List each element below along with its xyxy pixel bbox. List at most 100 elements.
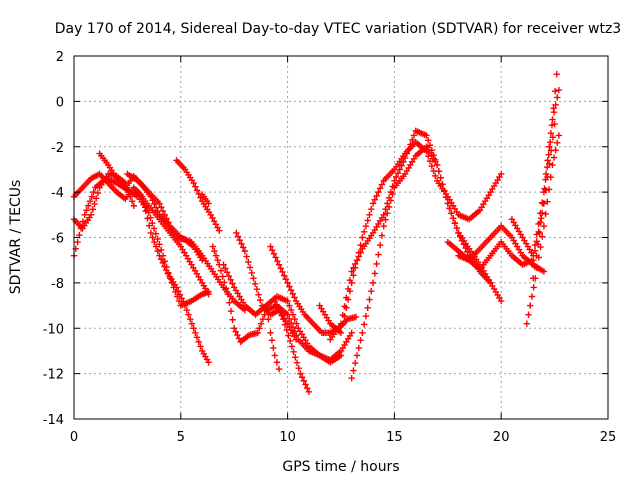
data-point [183,306,190,314]
data-point [128,198,136,205]
data-point [193,187,201,194]
data-point [426,157,434,165]
data-point [256,325,263,332]
data-point [229,280,236,287]
data-point [380,211,387,219]
data-point [357,337,364,344]
data-point [205,291,212,298]
data-point [382,205,389,213]
data-point [396,166,403,173]
data-point [552,146,559,154]
data-point [165,219,172,226]
data-point [530,284,537,291]
data-point [352,260,359,268]
data-point [150,225,158,232]
data-point [554,139,561,146]
data-point [192,183,199,190]
data-point [271,352,278,359]
data-point [209,243,217,250]
data-point [233,229,240,237]
data-point [380,222,387,230]
data-point [282,276,290,283]
data-point [87,211,95,219]
data-point [151,238,158,246]
data-point [88,193,95,200]
data-point [369,279,377,287]
data-point [280,272,288,279]
data-point [555,86,563,94]
data-point [159,259,167,267]
data-point [79,218,87,225]
y-tick-label: -4 [51,186,64,201]
data-point [401,154,409,162]
data-point [286,302,293,309]
data-point [357,249,364,256]
data-point [276,308,284,316]
data-point [173,284,180,291]
data-point [286,283,293,290]
data-point [278,312,285,319]
data-point [257,320,265,327]
y-tick-label: -2 [51,141,64,156]
x-tick-label: 20 [493,430,510,445]
data-point [540,222,548,230]
data-point [222,265,229,272]
data-point [229,316,236,323]
data-point [348,329,355,336]
data-point [245,258,252,266]
data-point [355,253,362,260]
data-points [70,70,563,395]
data-point [343,294,350,301]
x-tick-label: 15 [386,430,403,445]
data-point [293,320,300,327]
data-point [286,337,294,345]
y-tick-label: -8 [51,277,64,292]
data-point [290,348,297,356]
data-point [549,116,556,123]
data-point [391,177,398,184]
data-point [409,136,416,144]
data-point [362,312,370,320]
data-point [364,304,371,312]
data-point [348,268,355,275]
data-point [430,167,437,175]
data-point [544,157,551,164]
data-point [217,267,225,274]
data-point [265,315,272,323]
data-point [364,217,371,224]
data-series [70,170,138,232]
x-tick-label: 0 [70,430,78,445]
data-point [243,253,250,260]
data-point [161,211,168,219]
data-point [530,275,537,282]
data-point [144,215,151,222]
data-point [279,268,286,276]
data-point [362,222,370,230]
data-point [255,291,262,298]
data-point [359,234,366,241]
data-point [248,269,255,277]
data-point [551,87,559,95]
data-point [241,247,249,255]
data-point [274,257,281,265]
data-point [147,229,155,237]
data-point [410,132,418,139]
data-series [348,143,505,382]
data-point [188,320,196,327]
data-point [375,188,382,196]
data-point [548,121,556,129]
data-point [195,338,202,346]
data-point [275,305,282,312]
data-point [152,243,160,250]
data-point [353,352,361,359]
data-point [400,158,407,166]
y-axis-label: SDTVAR / TECUs [8,180,24,295]
data-series [267,243,360,336]
data-point [384,210,391,217]
data-point [289,290,296,297]
data-point [348,374,355,382]
data-point [538,199,546,206]
data-point [341,303,348,310]
data-point [547,139,554,146]
